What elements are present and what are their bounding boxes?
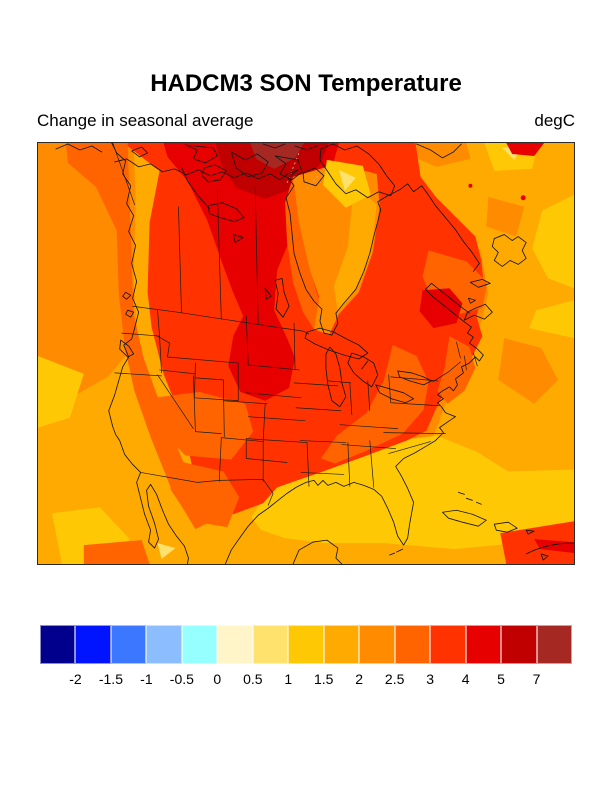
page-title: HADCM3 SON Temperature — [150, 70, 462, 97]
map-canvas — [38, 143, 574, 564]
colorbar-labels: -2 -1.5 -1 -0.5 0 0.5 1 1.5 2 2.5 3 4 5 7 — [40, 671, 572, 689]
coastline-outlines — [55, 143, 574, 564]
colorbar-label: 0 — [213, 671, 222, 687]
colorbar-cell — [110, 625, 147, 664]
colorbar-cell — [394, 625, 431, 664]
colorbar-label: 2.5 — [384, 671, 405, 687]
colorbar-label: -0.5 — [169, 671, 194, 687]
colorbar-label: 0.5 — [243, 671, 263, 687]
colorbar-cell — [217, 625, 253, 664]
colorbar-cell — [75, 625, 111, 664]
units-label: degC — [534, 111, 575, 130]
hudson-bay-fills — [285, 159, 380, 336]
subtitle-left: Change in seasonal average — [37, 111, 254, 130]
colorbar-label: -2 — [69, 671, 82, 687]
colorbar-label: 4 — [461, 671, 470, 687]
colorbar-cell — [536, 625, 573, 664]
colorbar-cell — [288, 625, 324, 664]
state-borders — [112, 143, 478, 506]
colorbar-label: 1 — [284, 671, 293, 687]
colorbar-cell — [40, 625, 76, 664]
colorbar — [40, 625, 573, 664]
colorbar-label: 2 — [355, 671, 364, 687]
colorbar-cell — [181, 625, 218, 664]
contour-map — [37, 142, 575, 565]
colorbar-cell — [323, 625, 360, 664]
colorbar-label: 3 — [426, 671, 435, 687]
colorbar-cell — [252, 625, 289, 664]
colorbar-cell — [465, 625, 502, 664]
colorbar-cell — [501, 625, 537, 664]
colorbar-cell — [430, 625, 466, 664]
colorbar-label: 5 — [497, 671, 505, 687]
colorbar-label: 7 — [532, 671, 541, 687]
subtitle-row: Change in seasonal average degC — [37, 111, 575, 131]
colorbar-label: -1.5 — [98, 671, 123, 687]
territory-dashed-border — [286, 152, 328, 190]
colorbar-cell — [146, 625, 182, 664]
colorbar-cell — [359, 625, 395, 664]
colorbar-label: -1 — [140, 671, 153, 687]
colorbar-label: 1.5 — [313, 671, 334, 687]
